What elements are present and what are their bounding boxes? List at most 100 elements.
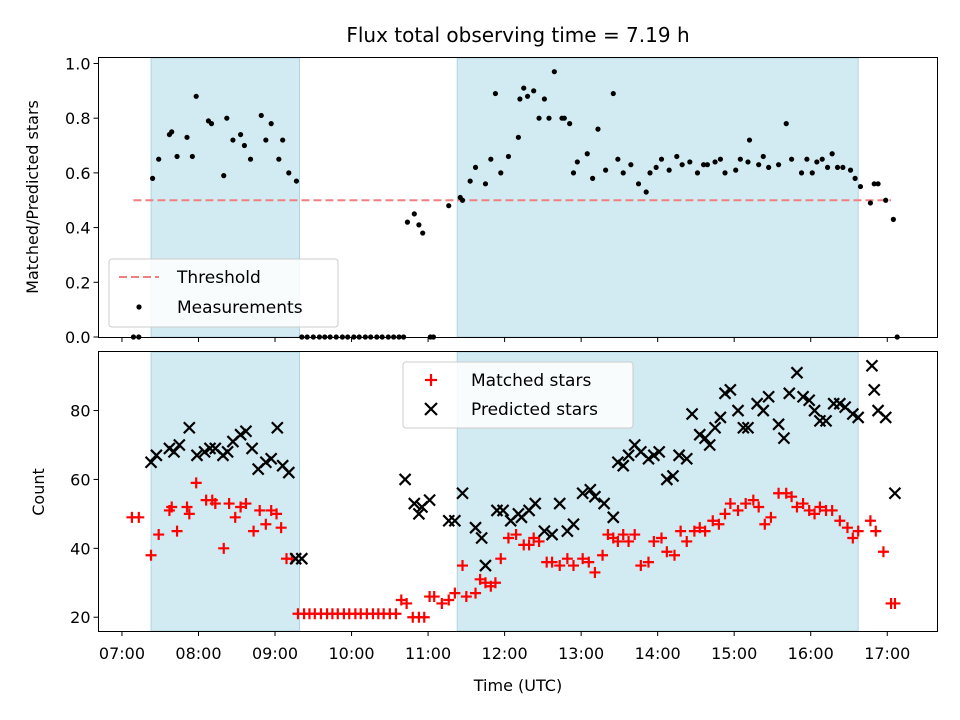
predicted-star-point xyxy=(245,442,259,455)
measurement-point xyxy=(867,200,874,206)
matched-star-point xyxy=(183,508,195,520)
matched-star-point xyxy=(502,532,514,544)
predicted-star-point xyxy=(685,407,699,421)
measurement-point xyxy=(590,175,596,181)
predicted-star-point xyxy=(616,459,630,472)
measurement-point xyxy=(679,162,685,168)
measurement-point xyxy=(840,164,846,171)
legend-matched-swatch xyxy=(425,374,437,386)
matched-star-point xyxy=(495,553,507,565)
predicted-stars-points xyxy=(144,359,902,572)
measurement-point xyxy=(472,164,479,171)
predicted-star-point xyxy=(545,528,559,541)
legend-predicted-label: Predicted stars xyxy=(471,400,598,420)
predicted-star-point xyxy=(777,431,791,445)
measurement-point xyxy=(247,156,254,162)
measurement-point xyxy=(420,230,426,236)
matched-star-point xyxy=(612,535,624,547)
measurement-point xyxy=(603,167,609,173)
measurement-point xyxy=(883,197,889,203)
predicted-star-point xyxy=(772,418,785,431)
measurement-point xyxy=(875,181,881,187)
matched-star-point xyxy=(489,577,501,589)
measurement-point xyxy=(852,175,858,181)
matched-star-point xyxy=(732,504,744,516)
measurement-point xyxy=(737,156,743,162)
bottom-y-axis: 20 40 60 80 xyxy=(70,402,99,627)
measurement-point xyxy=(411,211,417,217)
measurement-points xyxy=(130,69,900,340)
measurement-point xyxy=(521,85,527,91)
matched-star-point xyxy=(864,515,876,527)
predicted-star-point xyxy=(622,449,635,462)
matched-star-point xyxy=(457,560,469,572)
matched-star-point xyxy=(223,498,235,510)
predicted-star-point xyxy=(475,531,488,545)
bottom-legend: Matched stars Predicted stars xyxy=(402,361,634,429)
measurement-point xyxy=(694,170,701,176)
bottom-plot-frame xyxy=(98,351,938,632)
predicted-star-point xyxy=(680,452,694,466)
matched-star-point xyxy=(797,498,809,510)
x-tick-label: 10:00 xyxy=(328,644,374,663)
measurement-point xyxy=(620,170,626,176)
x-tick-label: 17:00 xyxy=(864,644,910,663)
measurement-point xyxy=(498,170,504,176)
matched-star-point xyxy=(181,501,193,513)
measurement-point xyxy=(824,164,831,171)
measurement-point xyxy=(814,159,820,165)
measurement-point xyxy=(169,129,175,135)
measurement-point xyxy=(488,156,494,162)
measurement-point xyxy=(482,181,489,187)
matched-star-point xyxy=(153,529,165,541)
y-tick-label: 60 xyxy=(70,470,90,489)
matched-stars-points xyxy=(126,477,901,623)
predicted-star-point xyxy=(469,521,482,534)
predicted-star-point xyxy=(851,411,865,424)
top-x-tick-marks xyxy=(121,337,888,342)
measurement-point xyxy=(722,170,728,176)
predicted-star-point xyxy=(783,387,796,400)
predicted-star-point xyxy=(731,404,745,417)
matched-star-point xyxy=(707,515,719,527)
x-tick-label: 11:00 xyxy=(405,644,451,663)
predicted-star-point xyxy=(888,486,902,500)
matched-star-point xyxy=(275,522,287,534)
measurement-point xyxy=(700,162,707,168)
matched-star-point xyxy=(814,501,826,513)
measurement-point xyxy=(293,178,300,184)
matched-star-point xyxy=(747,494,759,506)
matched-star-point xyxy=(443,594,455,606)
predicted-star-point xyxy=(757,404,770,417)
predicted-star-point xyxy=(584,483,597,497)
predicted-star-point xyxy=(714,411,727,424)
measurement-point xyxy=(857,183,864,190)
measurement-point xyxy=(809,170,815,176)
matched-star-point xyxy=(145,549,157,561)
x-tick-label: 07:00 xyxy=(99,644,145,663)
predicted-star-point xyxy=(150,449,163,462)
predicted-star-point xyxy=(448,514,462,528)
measurement-point xyxy=(446,203,452,209)
measurement-point xyxy=(208,121,215,127)
predicted-star-point xyxy=(741,421,755,435)
matched-star-point xyxy=(623,535,635,547)
measurement-point xyxy=(574,159,580,165)
predicted-star-point xyxy=(423,493,436,507)
matched-star-point xyxy=(791,501,803,513)
matched-star-point xyxy=(254,504,266,516)
matched-star-point xyxy=(834,515,846,527)
matched-star-point xyxy=(889,597,901,609)
matched-star-point xyxy=(826,504,838,516)
measurement-point xyxy=(541,96,548,102)
measurement-point xyxy=(717,156,724,162)
matched-star-point xyxy=(554,560,566,572)
measurement-point xyxy=(766,164,772,171)
legend-measurements-label: Measurements xyxy=(177,298,303,318)
predicted-star-point xyxy=(553,497,566,510)
measurement-point xyxy=(189,153,195,160)
predicted-star-point xyxy=(703,438,716,452)
y-tick-label: 40 xyxy=(70,539,90,558)
measurement-point xyxy=(653,164,659,171)
measurement-point xyxy=(286,170,292,176)
